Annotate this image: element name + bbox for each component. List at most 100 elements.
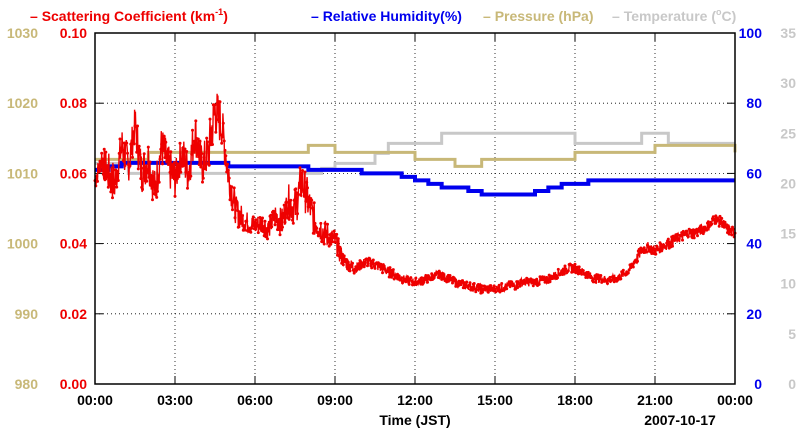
scattering-point <box>611 275 615 279</box>
scattering-tick-label: 0.02 <box>60 306 87 322</box>
scattering-point <box>368 258 372 262</box>
scattering-point <box>176 175 180 179</box>
scattering-point <box>153 180 157 184</box>
scattering-point <box>261 216 264 220</box>
scattering-point <box>335 232 339 236</box>
scattering-point <box>266 229 270 233</box>
scattering-point <box>576 272 580 276</box>
scattering-point <box>324 235 328 239</box>
scattering-point <box>210 127 214 130</box>
x-tick-label: 06:00 <box>237 392 273 408</box>
legend-scattering-tail: ) <box>223 8 228 24</box>
legend-scattering-label: Scattering Coefficient (km <box>42 8 215 24</box>
scattering-point <box>535 277 539 281</box>
scattering-point <box>318 230 322 234</box>
scattering-point <box>138 152 142 156</box>
scattering-point <box>722 225 726 229</box>
scattering-point <box>265 227 269 231</box>
scattering-point <box>151 198 154 202</box>
humidity-tick-label: 40 <box>746 236 762 252</box>
scattering-point <box>205 136 209 140</box>
scattering-point <box>227 176 231 180</box>
scattering-point <box>111 196 114 200</box>
scattering-point <box>222 139 226 143</box>
scattering-point <box>475 288 479 292</box>
scattering-point <box>341 263 345 267</box>
scattering-point <box>492 284 496 288</box>
scattering-point <box>468 281 472 285</box>
temperature-line <box>95 131 735 175</box>
scattering-point <box>681 238 684 242</box>
scattering-point <box>233 216 237 220</box>
legend-humidity-label: Relative Humidity(%) <box>323 8 462 24</box>
scattering-point <box>171 163 174 167</box>
scattering-point <box>472 282 476 285</box>
scattering-point <box>101 157 104 161</box>
scattering-point <box>373 266 377 270</box>
scattering-point <box>386 270 389 274</box>
legend-temperature-unit: C) <box>722 8 737 24</box>
scattering-point <box>571 270 575 274</box>
scattering-point <box>334 236 338 239</box>
scattering-point <box>167 160 171 164</box>
scattering-point <box>116 179 120 182</box>
scattering-point <box>294 187 298 191</box>
humidity-tick-label: 0 <box>754 376 762 392</box>
scattering-point <box>105 171 109 175</box>
scattering-point <box>220 141 224 145</box>
scattering-point <box>136 124 139 128</box>
scattering-point <box>141 187 144 191</box>
x-tick-label: 15:00 <box>477 392 513 408</box>
scattering-axis: 0.00 0.02 0.04 0.06 0.08 0.10 <box>60 25 87 392</box>
scattering-point <box>681 229 685 233</box>
scattering-point <box>196 137 200 141</box>
scattering-point <box>336 237 340 241</box>
scattering-point <box>383 267 387 271</box>
scattering-point <box>231 208 234 212</box>
scattering-point <box>489 284 493 288</box>
scattering-point <box>107 175 111 179</box>
scattering-point <box>121 159 125 162</box>
scattering-point <box>200 152 204 156</box>
scattering-point <box>123 164 127 167</box>
scattering-point <box>516 286 519 290</box>
series-temperature <box>95 131 735 175</box>
temperature-tick-label: 0 <box>788 376 796 392</box>
scattering-point <box>692 236 696 240</box>
scattering-point <box>481 290 484 294</box>
scattering-point <box>115 185 119 189</box>
scattering-point <box>542 276 546 280</box>
scattering-point <box>192 139 196 143</box>
scattering-point <box>165 159 169 163</box>
scattering-point <box>389 275 393 279</box>
pressure-axis: 980 990 1000 1010 1020 1030 <box>7 25 38 392</box>
scattering-point <box>235 199 239 203</box>
time-axis: 00:00 03:00 06:00 09:00 12:00 15:00 18:00 21:00… <box>77 392 753 408</box>
scattering-point <box>701 232 705 236</box>
legend-temperature-degree: o <box>716 7 722 17</box>
scattering-point <box>218 100 222 104</box>
temperature-tick-label: 10 <box>780 276 796 292</box>
scattering-point <box>587 273 591 276</box>
scattering-point <box>199 165 203 169</box>
series-pressure <box>95 143 737 168</box>
scattering-point <box>161 162 164 166</box>
scattering-point <box>697 226 701 230</box>
scattering-point <box>572 265 576 269</box>
scattering-point <box>596 273 600 277</box>
humidity-tick-label: 80 <box>746 95 762 111</box>
scattering-point <box>145 179 149 183</box>
scattering-point <box>154 193 158 197</box>
scattering-point <box>566 269 570 273</box>
scattering-point <box>338 245 342 249</box>
scattering-point <box>717 224 721 228</box>
scattering-point <box>179 170 183 174</box>
scattering-tick-label: 0.10 <box>60 25 87 41</box>
scattering-point <box>168 170 172 174</box>
scattering-point <box>686 235 690 239</box>
scattering-point <box>333 240 337 244</box>
scattering-point <box>243 228 247 232</box>
scattering-point <box>517 282 521 285</box>
scattering-point <box>410 279 414 283</box>
